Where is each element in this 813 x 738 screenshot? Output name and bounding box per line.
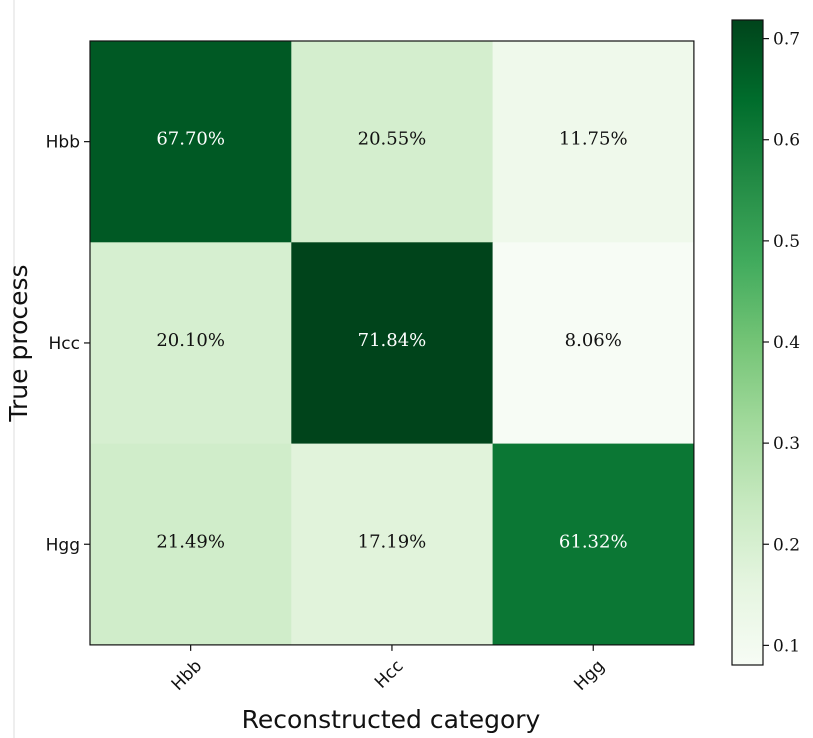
y-tick-label: Hbb [46,133,80,153]
y-tick-label: Hcc [49,334,80,354]
cell-value-label: 8.06% [565,330,622,351]
heatmap-cells: 67.70% 20.55% 11.75% 20.10% 71.84% 8.06% 21.49… [90,41,695,646]
heatmap-cell [492,242,695,445]
colorbar-tick-label: 0.4 [773,333,800,353]
cell-value-label: 11.75% [559,129,628,150]
heatmap-cell [90,41,292,243]
cell-value-label: 67.70% [156,129,225,150]
x-tick-label: Hbb [168,656,206,694]
colorbar-tick-label: 0.2 [773,535,800,555]
cell-value-label: 71.84% [358,330,427,351]
x-tick-label: Hcc [371,656,407,692]
heatmap-cell [90,242,292,445]
heatmap-cell [291,41,494,243]
y-axis-title: True process [4,264,33,422]
cell-value-label: 17.19% [358,531,427,552]
heatmap-cell [492,41,695,243]
heatmap-cell [90,443,292,646]
cell-value-label: 21.49% [156,531,225,552]
x-tick-label: Hgg [570,656,608,694]
colorbar-tick-label: 0.6 [773,131,800,151]
y-axis: Hbb Hcc Hgg [46,133,90,555]
cell-value-label: 20.10% [156,330,225,351]
heatmap-cell [291,443,494,646]
colorbar-tick-label: 0.7 [773,30,800,50]
cell-value-label: 61.32% [559,531,628,552]
x-axis-title: Reconstructed category [242,705,541,734]
colorbar: 0.1 0.2 0.3 0.4 0.5 0.6 0.7 [731,19,800,666]
cell-value-label: 20.55% [358,129,427,150]
colorbar-tick-label: 0.1 [773,636,800,656]
x-axis: Hbb Hcc Hgg [168,644,609,695]
colorbar-tick-label: 0.5 [773,232,800,252]
colorbar-tick-label: 0.3 [773,434,800,454]
y-tick-label: Hgg [46,535,80,555]
heatmap-cell [492,443,695,646]
colorbar-gradient [731,19,764,666]
heatmap-cell [291,242,494,445]
